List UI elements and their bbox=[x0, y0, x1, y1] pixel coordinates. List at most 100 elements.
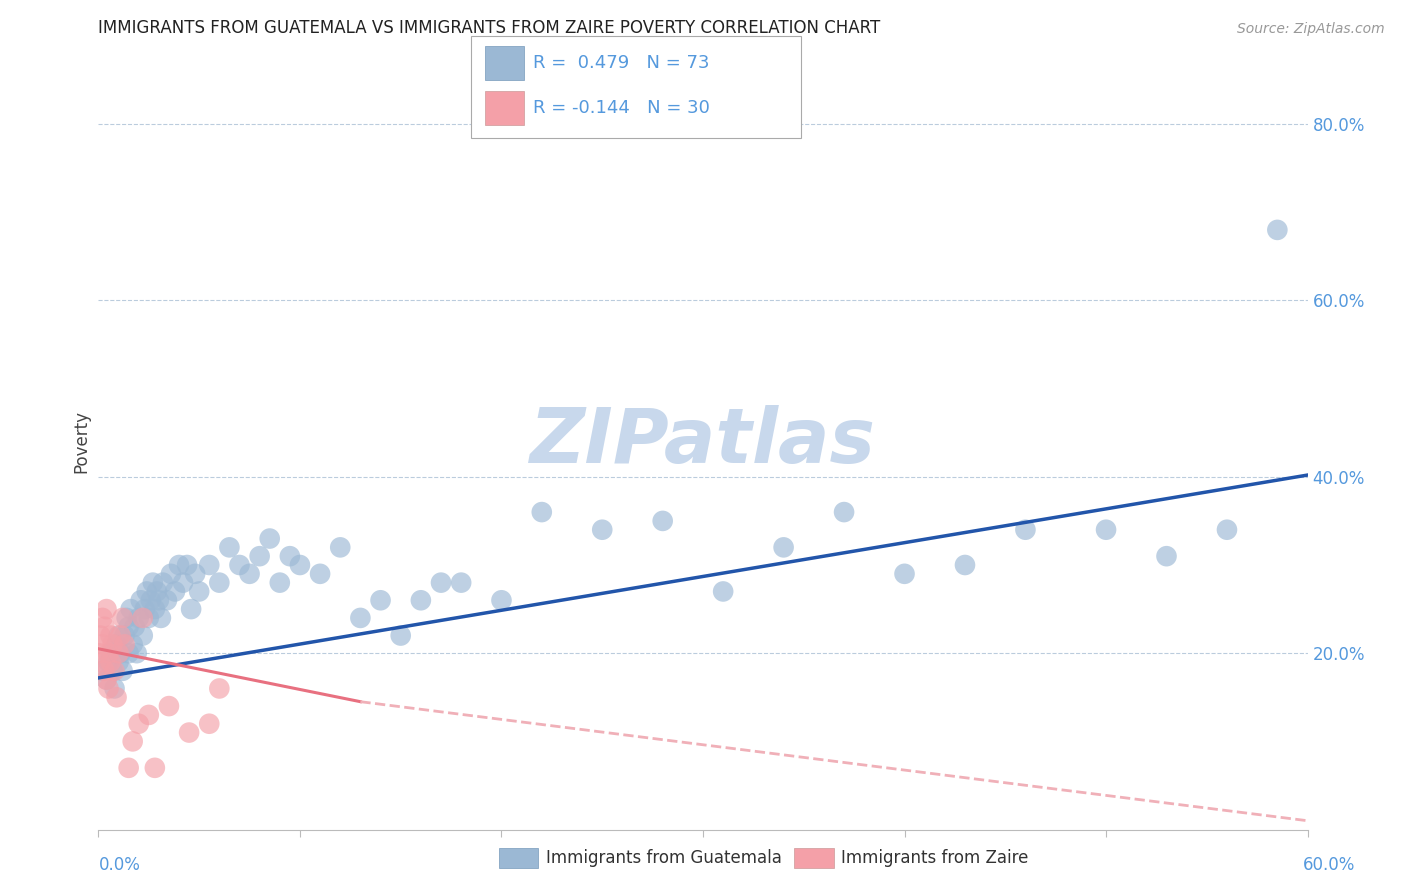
Point bbox=[111, 664, 134, 678]
Point bbox=[110, 628, 132, 642]
Point bbox=[103, 664, 125, 678]
Point bbox=[124, 620, 146, 634]
Point bbox=[1216, 523, 1239, 537]
Point bbox=[278, 549, 301, 564]
Point bbox=[180, 602, 202, 616]
Point bbox=[176, 558, 198, 572]
Point bbox=[139, 593, 162, 607]
Point bbox=[120, 602, 142, 616]
Point bbox=[288, 558, 311, 572]
Point bbox=[101, 664, 124, 678]
Point bbox=[134, 602, 156, 616]
Point bbox=[832, 505, 855, 519]
Point bbox=[121, 637, 143, 651]
Point bbox=[1267, 223, 1289, 237]
Point bbox=[149, 611, 172, 625]
Point bbox=[89, 628, 111, 642]
Point bbox=[121, 734, 143, 748]
Text: R = -0.144   N = 30: R = -0.144 N = 30 bbox=[533, 99, 710, 117]
Point bbox=[105, 637, 128, 651]
Point bbox=[91, 611, 114, 625]
Point bbox=[128, 716, 150, 731]
Point bbox=[651, 514, 673, 528]
Point bbox=[249, 549, 271, 564]
Point bbox=[91, 664, 114, 678]
Text: Immigrants from Guatemala: Immigrants from Guatemala bbox=[546, 849, 782, 867]
Text: R =  0.479   N = 73: R = 0.479 N = 73 bbox=[533, 54, 710, 72]
Point bbox=[259, 532, 281, 546]
Point bbox=[530, 505, 553, 519]
Point bbox=[87, 646, 110, 660]
Point bbox=[208, 575, 231, 590]
Point bbox=[152, 575, 174, 590]
Point bbox=[160, 566, 183, 581]
Point bbox=[103, 681, 125, 696]
Point bbox=[1156, 549, 1178, 564]
Point bbox=[118, 620, 141, 634]
Point bbox=[97, 681, 120, 696]
Point bbox=[309, 566, 332, 581]
Point bbox=[115, 611, 138, 625]
Point bbox=[129, 593, 152, 607]
Point bbox=[893, 566, 915, 581]
Text: 0.0%: 0.0% bbox=[98, 855, 141, 873]
Point bbox=[132, 611, 155, 625]
Point bbox=[107, 646, 129, 660]
Point bbox=[157, 699, 180, 714]
Point bbox=[198, 558, 221, 572]
Point bbox=[1095, 523, 1118, 537]
Point bbox=[97, 646, 120, 660]
Point bbox=[107, 655, 129, 669]
Point bbox=[100, 655, 122, 669]
Point bbox=[370, 593, 392, 607]
Point bbox=[172, 575, 194, 590]
Point bbox=[179, 725, 201, 739]
Point bbox=[184, 566, 207, 581]
Point bbox=[430, 575, 453, 590]
Point bbox=[114, 637, 136, 651]
Point bbox=[711, 584, 734, 599]
Point bbox=[135, 584, 157, 599]
Point bbox=[156, 593, 179, 607]
Point bbox=[269, 575, 291, 590]
Point bbox=[329, 541, 352, 555]
Point bbox=[228, 558, 250, 572]
Point bbox=[772, 541, 794, 555]
Point bbox=[105, 690, 128, 705]
Point bbox=[118, 761, 141, 775]
Point bbox=[146, 584, 169, 599]
Point bbox=[142, 575, 165, 590]
Point bbox=[953, 558, 976, 572]
Point bbox=[188, 584, 211, 599]
Point bbox=[239, 566, 262, 581]
Point bbox=[100, 628, 122, 642]
Text: 60.0%: 60.0% bbox=[1302, 855, 1355, 873]
Point bbox=[349, 611, 371, 625]
Text: IMMIGRANTS FROM GUATEMALA VS IMMIGRANTS FROM ZAIRE POVERTY CORRELATION CHART: IMMIGRANTS FROM GUATEMALA VS IMMIGRANTS … bbox=[98, 19, 880, 37]
Point bbox=[450, 575, 472, 590]
Point bbox=[93, 664, 115, 678]
Point bbox=[143, 602, 166, 616]
Point bbox=[96, 673, 118, 687]
Point bbox=[132, 628, 155, 642]
Point bbox=[138, 707, 160, 722]
Point bbox=[208, 681, 231, 696]
Point bbox=[591, 523, 613, 537]
Point bbox=[111, 611, 134, 625]
Point bbox=[138, 611, 160, 625]
Point bbox=[491, 593, 513, 607]
Point bbox=[96, 602, 118, 616]
Point bbox=[167, 558, 190, 572]
Point bbox=[107, 628, 129, 642]
Point bbox=[163, 584, 186, 599]
Point bbox=[218, 541, 240, 555]
Point bbox=[1014, 523, 1036, 537]
Point bbox=[389, 628, 412, 642]
Point bbox=[93, 620, 115, 634]
Text: ZIPatlas: ZIPatlas bbox=[530, 405, 876, 478]
Point bbox=[100, 646, 122, 660]
Point bbox=[101, 637, 124, 651]
Point bbox=[409, 593, 432, 607]
Point bbox=[97, 655, 120, 669]
Text: Source: ZipAtlas.com: Source: ZipAtlas.com bbox=[1237, 22, 1385, 37]
